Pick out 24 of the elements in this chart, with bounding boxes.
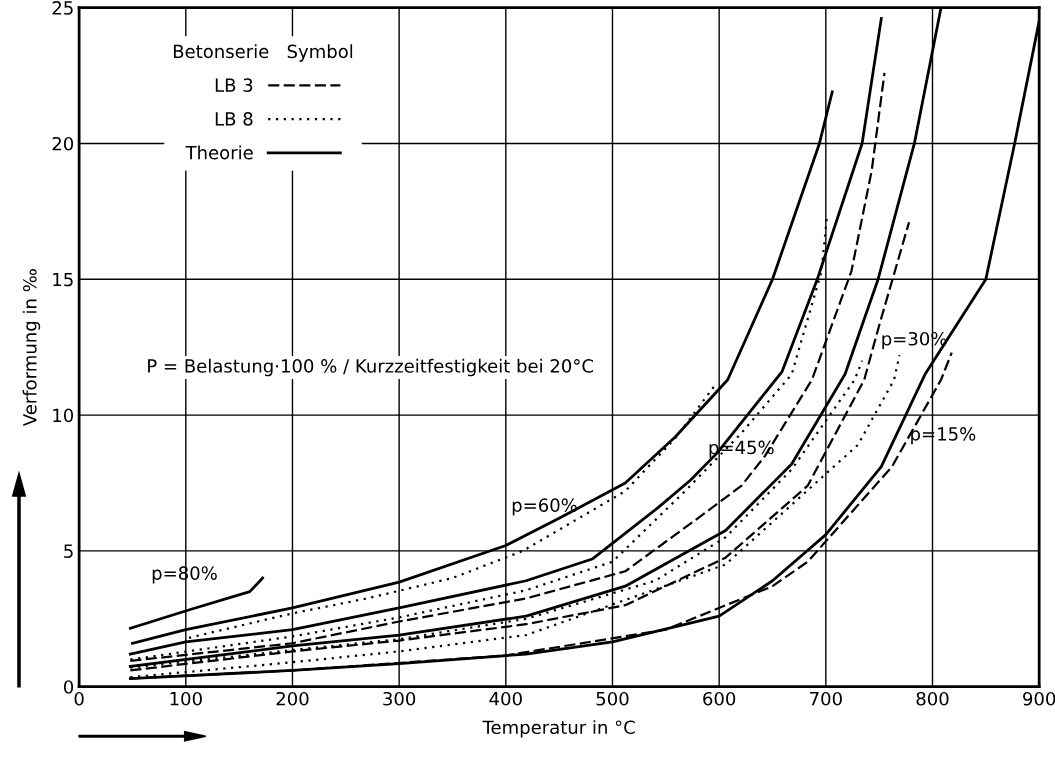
annotation: p=60% [512,498,577,516]
x-tick-label: 200 [276,691,309,706]
legend-title: Betonserie Symbol [173,44,353,62]
y-tick-label: 10 [53,408,74,423]
x-tick-label: 500 [596,691,629,706]
x-tick-label: 100 [170,691,202,706]
x-axis-title: Temperatur in °C [482,720,635,738]
y-axis-title: Verformung in ‰ [22,269,41,427]
legend-label: Theorie [185,145,253,160]
legend-label: LB 8 [215,112,253,126]
x-tick-label: 0 [74,691,84,706]
x-tick-label: 700 [810,691,842,706]
legend-label: LB 3 [215,78,253,92]
x-tick-label: 400 [489,691,522,706]
x-tick-label: 800 [916,691,949,706]
x-tick-label: 300 [383,691,416,706]
y-tick-label: 20 [52,136,74,151]
x-tick-label: 600 [703,691,736,706]
annotation: P = Belastung·100 % / Kurzzeitfestigkeit bei 20°C [148,358,593,377]
x-tick-label: 900 [1023,691,1055,706]
y-tick-label: 25 [52,1,73,15]
y-tick-label: 0 [63,680,74,694]
y-tick-label: 15 [53,272,73,287]
y-tick-label: 5 [64,544,73,558]
